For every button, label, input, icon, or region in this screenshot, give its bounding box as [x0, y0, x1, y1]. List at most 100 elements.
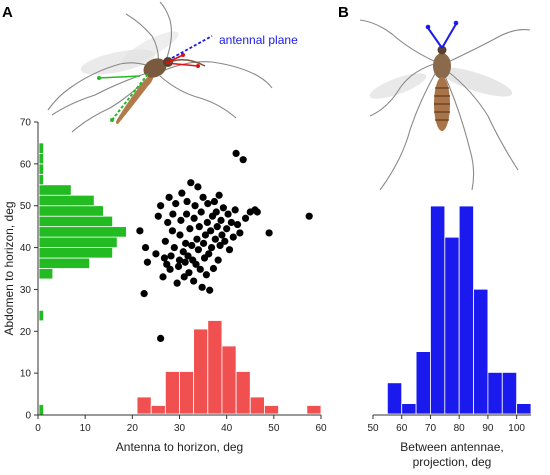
mosquito-side-view-illustration [47, 1, 273, 133]
panel-a-x-tick-label-1: 10 [80, 423, 92, 434]
scatter-point-4 [143, 258, 152, 266]
scatter-point-46 [196, 265, 204, 273]
abdomen-hist-bar-6 [38, 226, 127, 238]
abdomen-hist-bar-3 [38, 257, 90, 269]
panel-b-x-axis-label-line-1: Between antennae, [400, 440, 503, 454]
scatter-point-73 [223, 225, 231, 233]
mosquito-top-view-illustration [359, 19, 531, 191]
scatter-point-24 [177, 216, 185, 224]
projection-hist-bar-0 [386, 382, 403, 415]
scatter-point-19 [172, 200, 180, 208]
scatter-point-41 [192, 260, 200, 268]
panel-a-x-tick-label-2: 20 [127, 423, 139, 434]
panel-b-x-tick-label-3: 80 [454, 423, 466, 434]
panel-a-y-tick-label-3: 30 [20, 285, 32, 296]
panel-a-y-tick-label-6: 60 [20, 159, 32, 170]
scatter-point-78 [231, 206, 239, 214]
abdomen-hist-bar-10 [38, 184, 72, 196]
panel-a-y-tick-label-1: 10 [20, 369, 32, 380]
projection-hist-bar-9 [516, 403, 532, 415]
scatter-point-2 [136, 227, 144, 235]
scatter-point-44 [194, 246, 202, 254]
antenna-hist-bar-4 [193, 328, 209, 415]
scatter-point-10 [161, 237, 169, 245]
panel-letter-b: B [338, 4, 349, 21]
panel-a-x-tick-label-6: 60 [315, 423, 327, 434]
antenna-hist-bar-3 [179, 371, 195, 415]
scatter-point-43 [194, 183, 202, 191]
scatter-point-3 [141, 243, 150, 252]
scatter-point-35 [187, 179, 195, 187]
scatter-point-71 [219, 204, 227, 212]
scatter-point-79 [232, 149, 240, 157]
scatter-point-62 [210, 197, 219, 206]
panel-a-chart: 0 10 20 30 40 50 60 0 10 20 30 40 50 60 70 Antenna to … [2, 118, 327, 455]
panel-a-x-tick-label-5: 50 [268, 423, 280, 434]
scatter-point-82 [239, 156, 247, 164]
scatter-point-77 [229, 233, 237, 241]
antenna-hist-bar-2 [164, 371, 180, 415]
scatter-point-25 [178, 189, 186, 197]
projection-histogram [386, 205, 532, 415]
scatter-point-22 [175, 256, 184, 264]
scatter-point-23 [176, 231, 184, 239]
scatter-point-20 [173, 279, 181, 287]
projection-hist-bar-6 [473, 288, 489, 415]
panel-a-y-tick-label-4: 40 [20, 243, 32, 254]
scatter-point-66 [214, 256, 222, 264]
scatter-point-6 [154, 212, 162, 220]
abdomen-hist-bar-11 [38, 173, 44, 186]
scatter-point-76 [227, 218, 235, 227]
scatter-point-65 [213, 223, 221, 231]
antenna-hist-bar-8 [249, 396, 265, 415]
scatter-point-86 [253, 208, 261, 216]
scatter-point-42 [193, 235, 201, 243]
scatter-point-27 [180, 273, 188, 281]
antenna-hist-bar-5 [207, 320, 223, 415]
scatter-point-53 [202, 271, 210, 279]
antennal-plane-label: antennal plane [219, 33, 298, 47]
scatter-point-28 [181, 258, 189, 266]
panel-b-x-tick-label-5: 100 [508, 423, 525, 434]
antenna-hist-bar-1 [150, 405, 166, 415]
scatter-point-88 [305, 212, 313, 220]
antenna-hist-bar-10 [306, 405, 322, 415]
scatter-point-59 [207, 243, 216, 252]
abdomen-hist-bar-9 [38, 194, 95, 207]
scatter-point-30 [182, 210, 191, 218]
scatter-point-83 [241, 214, 250, 222]
scatter-point-64 [212, 208, 220, 216]
antenna-histogram [136, 320, 322, 415]
scatter-point-70 [218, 231, 226, 239]
abdomen-hist-bar-4 [38, 247, 113, 259]
scatter-point-32 [184, 252, 192, 260]
panel-a-y-tick-label-2: 20 [20, 327, 32, 338]
scatter-point-12 [164, 218, 172, 227]
scatter-point-18 [170, 243, 178, 252]
panel-b-x-tick-label-4: 90 [482, 423, 494, 434]
abdomen-hist-bar-14 [38, 142, 44, 154]
scatter-point-7 [157, 202, 165, 210]
scatter-point-38 [190, 277, 198, 285]
scatter-point-57 [206, 286, 214, 294]
antenna-hist-bar-0 [136, 396, 152, 415]
scatter-point-63 [211, 235, 219, 243]
scatter-point-47 [197, 208, 205, 216]
scatter-point-14 [166, 265, 174, 273]
antenna-hist-bar-7 [235, 371, 251, 415]
panel-a-y-tick-label-0: 0 [25, 411, 31, 422]
scatter-point-26 [179, 248, 187, 256]
scatter-point-9 [160, 254, 169, 262]
scatter-point-54 [203, 218, 211, 227]
scatter-point-40 [191, 202, 199, 210]
panel-a-x-tick-label-0: 0 [35, 423, 41, 434]
abdomen-angle-marker [97, 73, 149, 122]
scatter-point-68 [216, 241, 224, 250]
antenna-hist-bar-6 [221, 345, 237, 415]
abdomen-hist-bar-5 [38, 236, 118, 248]
panel-b-x-axis-label-line-2: projection, deg [413, 455, 492, 469]
scatter-point-80 [233, 220, 242, 229]
scatter-point-39 [190, 214, 198, 222]
scatter-point-52 [201, 231, 210, 239]
abdomen-hist-bar-1 [38, 309, 44, 322]
